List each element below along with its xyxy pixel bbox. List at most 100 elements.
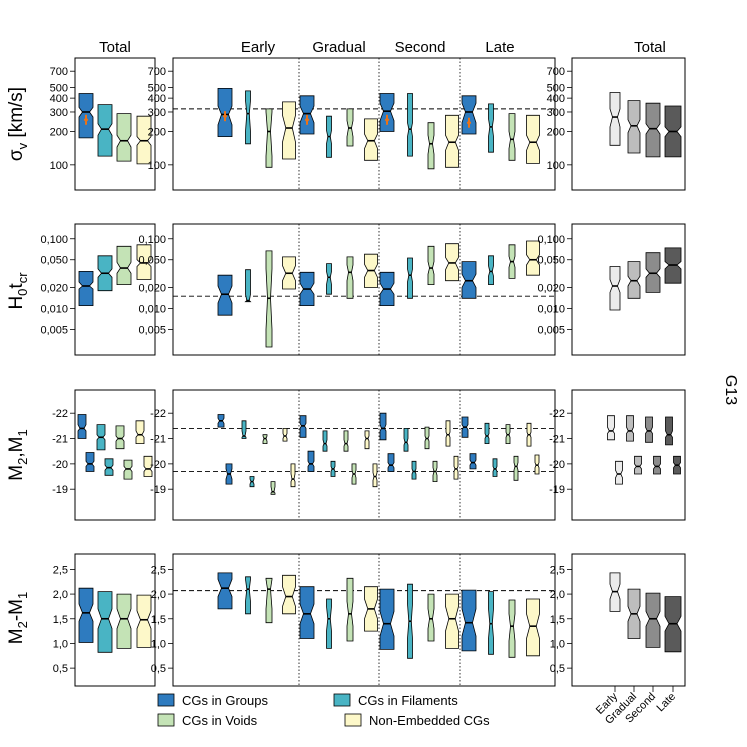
y-tick-label: 2,5 <box>550 564 565 576</box>
box-second-groups <box>379 588 395 650</box>
panel-row-gap: 0,5 1,0 1,5 2,0 2,5 0,5 1,0 1,5 2,0 2,5 0,5 1,0 1,5 2… <box>53 553 686 687</box>
title-second: Second <box>395 39 446 56</box>
y-tick-label: -20 <box>549 459 565 471</box>
box-early-filaments-m1 <box>241 420 247 439</box>
y-tick-label: 300 <box>148 107 166 119</box>
panel-frame <box>74 553 156 687</box>
box-gradual-filaments-m1 <box>322 430 328 452</box>
panel-row-sigma: 1002003004005007001002003004005007001002… <box>50 57 686 191</box>
box-second-filaments <box>407 257 413 299</box>
y-tick-label: 300 <box>50 107 68 119</box>
panel-frame <box>172 57 556 191</box>
y-tick-label: 400 <box>50 93 68 105</box>
panel-tcr-classes: 0,005 0,010 0,020 0,050 0,100 <box>138 223 556 356</box>
y-tick-label: 2,0 <box>53 589 68 601</box>
box-total-groups-m2 <box>85 452 95 472</box>
box-total-gradual-m2 <box>634 455 642 475</box>
panel-row-tcr: 0,005 0,010 0,020 0,050 0,100 0,005 0,010 0,020… <box>40 223 686 356</box>
panel-frame <box>571 223 686 356</box>
box-total-gradual-m1 <box>626 415 634 442</box>
box-total-filaments <box>97 104 113 157</box>
y-tick-label: -19 <box>150 484 166 496</box>
box-total-late-m1 <box>665 416 673 446</box>
box-early-nonemb <box>282 101 296 160</box>
box-late-voids-m2 <box>513 455 519 481</box>
y-tick-label: -21 <box>549 434 565 446</box>
box-total-voids <box>116 245 132 286</box>
box-late-nonemb <box>526 114 540 164</box>
y-tick-label: 0,005 <box>537 324 565 336</box>
box-early-nonemb <box>282 574 296 615</box>
y-tick-label: 0,020 <box>138 282 166 294</box>
panel-frame <box>172 389 556 521</box>
y-tick-label: 1,0 <box>53 638 68 650</box>
legend-item-filaments: CGs in Filaments <box>333 693 458 708</box>
panel-frame <box>74 223 156 356</box>
title-total-left: Total <box>99 39 131 56</box>
box-early-nonemb-m1 <box>282 427 288 442</box>
box-gradual-groups-m2 <box>307 450 315 472</box>
box-late-filaments <box>488 103 494 153</box>
panel-mag-total-right: -22 -21 -20 -19 <box>549 389 686 521</box>
ylabel-gap: M2-M1 <box>6 592 30 644</box>
sample-label: G13 <box>722 375 739 405</box>
legend-swatch-filaments <box>333 693 351 707</box>
y-tick-label: 700 <box>50 66 68 78</box>
box-early-filaments <box>245 576 251 615</box>
legend-swatch-nonemb <box>344 713 362 727</box>
box-second-filaments-m2 <box>411 460 417 480</box>
y-tick-label: 100 <box>148 160 166 172</box>
box-gradual-filaments <box>326 263 332 295</box>
panel-tcr-total-right: 0,005 0,010 0,020 0,050 0,100 <box>537 223 686 356</box>
legend-swatch-groups <box>157 693 175 707</box>
legend-label-nonemb: Non-Embedded CGs <box>369 713 490 728</box>
box-second-groups <box>379 93 395 132</box>
y-tick-label: 1,5 <box>151 614 166 626</box>
y-tick-label: 100 <box>547 160 565 172</box>
box-gradual-voids-m1 <box>343 430 349 452</box>
panel-frame <box>571 389 686 521</box>
box-gradual-filaments <box>326 598 332 649</box>
y-tick-label: 200 <box>547 126 565 138</box>
box-second-filaments-m1 <box>403 427 409 452</box>
title-late: Late <box>485 39 514 56</box>
y-tick-label: 0,050 <box>537 255 565 267</box>
y-tick-label: 400 <box>547 93 565 105</box>
box-second-nonemb <box>445 114 459 168</box>
box-second-voids <box>427 245 435 286</box>
y-tick-label: 0,005 <box>40 324 68 336</box>
box-late-voids <box>508 113 516 161</box>
y-tick-label: 0,010 <box>40 303 68 315</box>
y-tick-label: 100 <box>50 160 68 172</box>
y-tick-label: 0,050 <box>138 255 166 267</box>
box-total-voids <box>116 113 132 162</box>
panel-gap-total-left: 0,5 1,0 1,5 2,0 2,5 <box>53 553 156 687</box>
box-late-nonemb <box>526 598 540 657</box>
title-early: Early <box>241 39 276 56</box>
legend-item-groups: CGs in Groups <box>157 693 268 708</box>
legend-item-voids: CGs in Voids <box>157 713 258 728</box>
y-tick-label: -19 <box>52 484 68 496</box>
y-tick-label: 0,5 <box>550 663 565 675</box>
box-gradual-nonemb <box>364 118 378 161</box>
box-gradual-nonemb-m1 <box>364 430 370 450</box>
box-early-voids <box>265 108 273 168</box>
panel-gap-classes: 0,5 1,0 1,5 2,0 2,5 <box>151 553 556 687</box>
y-tick-label: -19 <box>549 484 565 496</box>
y-tick-label: -22 <box>549 408 565 420</box>
box-late-nonemb <box>526 240 540 276</box>
panel-frame <box>571 57 686 191</box>
y-tick-label: 2,5 <box>151 564 166 576</box>
y-tick-label: 0,020 <box>40 282 68 294</box>
y-tick-label: 0,5 <box>151 663 166 675</box>
y-tick-label: 1,5 <box>550 614 565 626</box>
box-total-filaments <box>97 591 113 653</box>
y-tick-label: -21 <box>150 434 166 446</box>
y-tick-label: 1,0 <box>550 638 565 650</box>
y-tick-label: 0,050 <box>40 255 68 267</box>
box-early-groups <box>217 572 233 610</box>
panels: 1002003004005007001002003004005007001002… <box>40 57 686 687</box>
y-tick-label: 2,0 <box>151 589 166 601</box>
